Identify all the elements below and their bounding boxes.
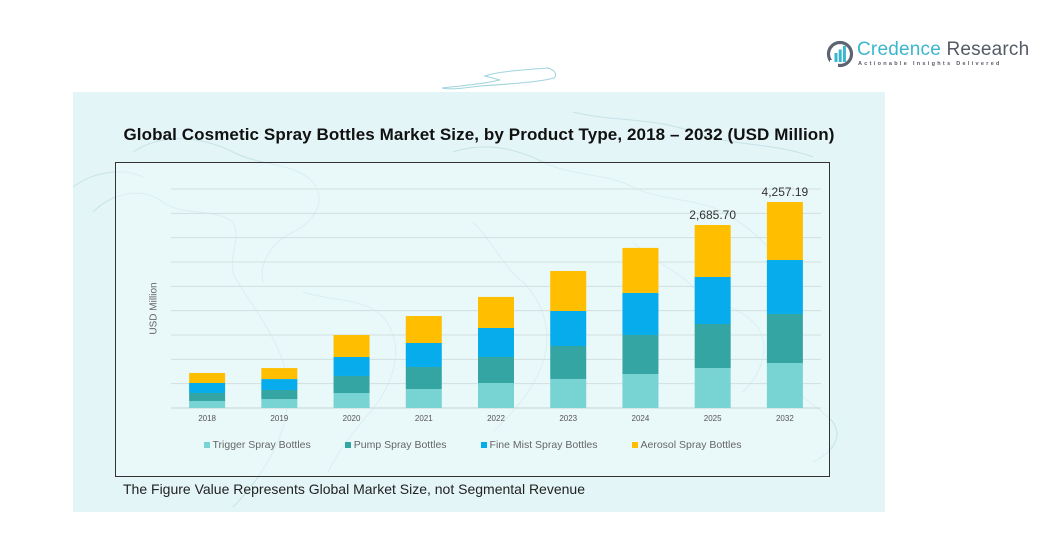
bar-segment-pump-spray-bottles bbox=[766, 313, 803, 363]
bar-segment-trigger-spray-bottles bbox=[550, 378, 587, 408]
x-tick-label: 2025 bbox=[704, 414, 722, 423]
bar-segment-fine-mist-spray-bottles bbox=[261, 379, 298, 391]
bar-segment-aerosol-spray-bottles bbox=[622, 247, 659, 293]
data-label: 2,685.70 bbox=[689, 208, 736, 222]
bar-segment-fine-mist-spray-bottles bbox=[766, 259, 803, 314]
bar-segment-trigger-spray-bottles bbox=[189, 400, 226, 408]
brand-tagline: Actionable Insights Delivered bbox=[858, 61, 1002, 67]
bar-segment-fine-mist-spray-bottles bbox=[550, 310, 587, 347]
bar-segment-trigger-spray-bottles bbox=[622, 374, 659, 408]
x-tick-label: 2023 bbox=[559, 414, 577, 423]
legend-item: Pump Spray Bottles bbox=[344, 439, 447, 451]
x-tick-label: 2032 bbox=[776, 414, 794, 423]
brand-name: Credence Research bbox=[857, 39, 1029, 61]
bar-segment-pump-spray-bottles bbox=[189, 393, 226, 401]
legend-item: Aerosol Spray Bottles bbox=[631, 439, 742, 451]
chart-legend: Trigger Spray Bottles Pump Spray Bottles F… bbox=[116, 439, 829, 451]
stacked-bar-chart: 2018 2019 2020 2021 2022 2023 2024 2025 2,685.70… bbox=[171, 185, 821, 423]
bar-chart-circle-icon bbox=[826, 40, 854, 68]
bar-segment-aerosol-spray-bottles bbox=[766, 202, 803, 260]
bar-segment-aerosol-spray-bottles bbox=[189, 372, 226, 383]
legend-swatch bbox=[203, 442, 210, 448]
x-tick-label: 2020 bbox=[343, 414, 361, 423]
legend-swatch bbox=[631, 442, 638, 448]
bar-segment-aerosol-spray-bottles bbox=[405, 316, 442, 344]
bar-segment-pump-spray-bottles bbox=[405, 366, 442, 389]
legend-label: Fine Mist Spray Bottles bbox=[489, 439, 598, 451]
bar-segment-aerosol-spray-bottles bbox=[333, 334, 370, 357]
bar-segment-pump-spray-bottles bbox=[622, 334, 659, 375]
legend-label: Aerosol Spray Bottles bbox=[640, 439, 742, 451]
bar-segment-fine-mist-spray-bottles bbox=[622, 292, 659, 335]
y-axis-label: USD Million bbox=[148, 282, 160, 335]
bar-segment-fine-mist-spray-bottles bbox=[478, 327, 514, 357]
bar-segment-pump-spray-bottles bbox=[694, 323, 731, 369]
legend-item: Trigger Spray Bottles bbox=[203, 439, 311, 451]
bar-segment-trigger-spray-bottles bbox=[694, 368, 731, 408]
brand-name-part1: Credence bbox=[857, 39, 941, 60]
bar-segment-pump-spray-bottles bbox=[550, 346, 587, 379]
x-tick-label: 2021 bbox=[415, 414, 433, 423]
x-tick-label: 2019 bbox=[270, 414, 288, 423]
bar-segment-pump-spray-bottles bbox=[261, 390, 298, 400]
x-tick-label: 2018 bbox=[198, 414, 216, 423]
bar-segment-trigger-spray-bottles bbox=[261, 399, 298, 408]
legend-item: Fine Mist Spray Bottles bbox=[480, 439, 598, 451]
x-tick-label: 2022 bbox=[487, 414, 505, 423]
legend-swatch bbox=[344, 442, 351, 448]
bar-segment-pump-spray-bottles bbox=[333, 375, 370, 394]
bar-segment-fine-mist-spray-bottles bbox=[405, 343, 442, 367]
bar-segment-aerosol-spray-bottles bbox=[261, 368, 298, 380]
bar-segment-aerosol-spray-bottles bbox=[478, 296, 514, 328]
chart-title: Global Cosmetic Spray Bottles Market Siz… bbox=[123, 125, 835, 144]
legend-label: Pump Spray Bottles bbox=[353, 439, 447, 451]
decorative-island-outline bbox=[441, 67, 557, 90]
bar-segment-fine-mist-spray-bottles bbox=[189, 382, 226, 394]
bar-segment-trigger-spray-bottles bbox=[766, 362, 803, 408]
bar-segment-trigger-spray-bottles bbox=[478, 382, 514, 408]
bar-segment-fine-mist-spray-bottles bbox=[333, 356, 370, 376]
legend-swatch bbox=[480, 442, 487, 448]
bar-segment-pump-spray-bottles bbox=[478, 356, 514, 383]
bar-segment-trigger-spray-bottles bbox=[333, 393, 370, 408]
chart-panel: Global Cosmetic Spray Bottles Market Siz… bbox=[73, 92, 885, 512]
credence-research-logo: Credence Research Actionable Insights De… bbox=[826, 38, 1029, 72]
legend-label: Trigger Spray Bottles bbox=[212, 439, 311, 451]
bar-segment-aerosol-spray-bottles bbox=[550, 270, 587, 311]
bar-segment-trigger-spray-bottles bbox=[405, 388, 442, 408]
footnote: The Figure Value Represents Global Marke… bbox=[123, 481, 585, 497]
brand-name-part2: Research bbox=[940, 39, 1030, 60]
bar-segment-fine-mist-spray-bottles bbox=[694, 276, 731, 324]
chart-area: 2018 2019 2020 2021 2022 2023 2024 2025 2,685.70… bbox=[115, 162, 830, 477]
x-tick-label: 2024 bbox=[632, 414, 650, 423]
bar-segment-aerosol-spray-bottles bbox=[694, 225, 731, 277]
data-label: 4,257.19 bbox=[762, 185, 809, 199]
